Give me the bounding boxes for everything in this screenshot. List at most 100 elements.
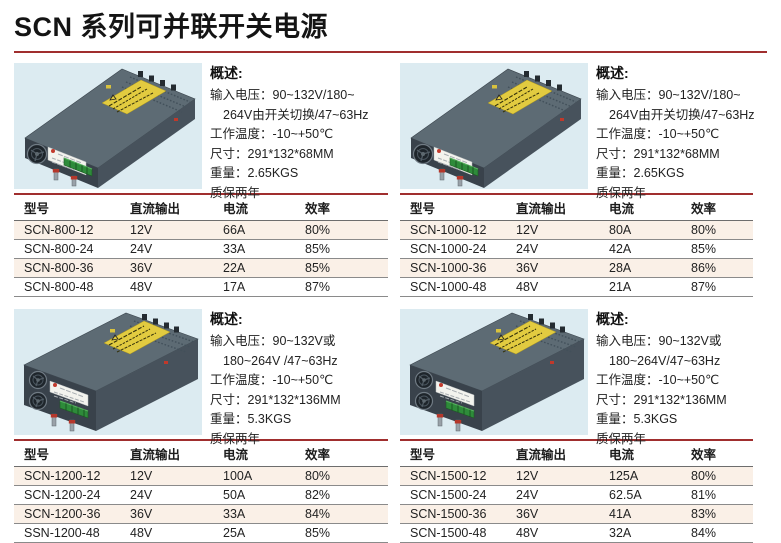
spec-warranty: 质保两年 (596, 431, 647, 446)
fan-icon (28, 370, 48, 390)
spec-dimensions: 尺寸：291*132*136MM (596, 392, 727, 407)
col-header-model: 型号 (400, 194, 506, 221)
spec-weight: 重量：5.3KGS (596, 412, 678, 426)
cell-dc-output: 36V (120, 258, 213, 278)
fan-icon (28, 391, 48, 411)
cell-current: 125A (599, 466, 681, 486)
table-row: SCN-800-12 12V 66A 80% (14, 220, 388, 240)
cell-efficiency: 87% (295, 277, 388, 297)
terminal-block-icon (63, 157, 93, 177)
cell-current: 21A (599, 277, 681, 297)
cell-current: 41A (599, 504, 681, 524)
product-photo-panel (400, 63, 588, 189)
spec-input-voltage: 输入电压：90~132V或 (596, 334, 722, 348)
spec-operating-temp: 工作温度：-10~+50℃ (210, 373, 334, 387)
cell-current: 28A (599, 258, 681, 278)
cell-model: SCN-1200-12 (14, 466, 120, 486)
overview-block: 概述: 输入电压：90~132V/180~ 264V由开关切换/47~63Hz … (588, 63, 755, 200)
fan-icon (414, 370, 434, 390)
spec-warranty: 质保两年 (596, 185, 647, 200)
product-photo-panel (14, 63, 202, 189)
cell-model: SCN-1500-36 (400, 504, 506, 524)
cell-model: SCN-1000-48 (400, 277, 506, 297)
header-row: 型号 直流输出 电流 效率 (14, 194, 388, 221)
table-body: SCN-800-12 12V 66A 80% SCN-800-24 24V 33A 85% SC… (14, 220, 388, 297)
col-header-dc-output: 直流输出 (120, 440, 213, 467)
spec-weight: 重量：2.65KGS (596, 166, 685, 180)
cell-current: 62.5A (599, 485, 681, 505)
cell-model: SCN-800-36 (14, 258, 120, 278)
spec-input-voltage-cont: 264V由开关切换/47~63Hz (223, 107, 369, 122)
col-header-efficiency: 效率 (295, 194, 388, 221)
cell-efficiency: 85% (681, 239, 753, 259)
spec-input-voltage: 输入电压：90~132V/180~ (596, 88, 741, 102)
header-row: 型号 直流输出 电流 效率 (400, 440, 753, 467)
terminal-block-icon (449, 157, 479, 177)
cell-model: SSN-1200-48 (14, 523, 120, 543)
cell-current: 25A (213, 523, 295, 543)
col-header-dc-output: 直流输出 (506, 440, 599, 467)
table-row: SCN-1000-36 36V 28A 86% (400, 258, 753, 278)
spec-warranty: 质保两年 (210, 431, 261, 446)
cell-model: SCN-1000-12 (400, 220, 506, 240)
cell-dc-output: 48V (120, 277, 213, 297)
cell-dc-output: 24V (506, 485, 599, 505)
cell-dc-output: 12V (506, 220, 599, 240)
cell-dc-output: 48V (506, 523, 599, 543)
overview-heading: 概述: (210, 65, 243, 81)
section-top: 概述: 输入电压：90~132V/180~ 264V由开关切换/47~63Hz … (400, 63, 755, 200)
table-row: SCN-800-24 24V 33A 85% (14, 239, 388, 259)
col-header-model: 型号 (14, 440, 120, 467)
col-header-efficiency: 效率 (681, 440, 753, 467)
spec-operating-temp: 工作温度：-10~+50℃ (596, 127, 720, 141)
section-top: 概述: 输入电压：90~132V或 180~264V /47~63Hz 工作温度… (14, 309, 388, 446)
spec-table: 型号 直流输出 电流 效率 SCN-1500-12 12V 125A 80% SCN-1… (400, 439, 753, 543)
table-row: SCN-800-48 48V 17A 87% (14, 277, 388, 297)
table-row: SCN-1500-24 24V 62.5A 81% (400, 485, 753, 505)
col-header-efficiency: 效率 (295, 440, 388, 467)
overview-heading: 概述: (210, 311, 243, 327)
spec-input-voltage-cont: 180~264V /47~63Hz (223, 353, 338, 368)
table-row: SCN-1200-12 12V 100A 80% (14, 466, 388, 486)
cell-dc-output: 48V (506, 277, 599, 297)
table-row: SSN-1200-48 48V 25A 85% (14, 523, 388, 543)
cell-model: SCN-800-48 (14, 277, 120, 297)
page-title: SCN 系列可并联开关电源 (14, 5, 767, 53)
overview-block: 概述: 输入电压：90~132V或 180~264V/47~63Hz 工作温度：… (588, 309, 753, 446)
cell-current: 33A (213, 239, 295, 259)
cell-model: SCN-800-24 (14, 239, 120, 259)
cell-current: 66A (213, 220, 295, 240)
table-row: SCN-1200-24 24V 50A 82% (14, 485, 388, 505)
table-body: SCN-1500-12 12V 125A 80% SCN-1500-24 24V 62.5A… (400, 466, 753, 543)
col-header-model: 型号 (14, 194, 120, 221)
cell-dc-output: 24V (120, 239, 213, 259)
product-section: 概述: 输入电压：90~132V/180~ 264V由开关切换/47~63Hz … (400, 63, 755, 297)
spec-input-voltage: 输入电压：90~132V或 (210, 334, 336, 348)
table-row: SCN-1500-12 12V 125A 80% (400, 466, 753, 486)
spec-input-voltage-cont: 180~264V/47~63Hz (609, 353, 721, 368)
cell-current: 22A (213, 258, 295, 278)
spec-warranty: 质保两年 (210, 185, 261, 200)
overview-heading: 概述: (596, 65, 629, 81)
cell-efficiency: 85% (295, 523, 388, 543)
cell-efficiency: 80% (681, 466, 753, 486)
col-header-dc-output: 直流输出 (120, 194, 213, 221)
cell-dc-output: 12V (120, 220, 213, 240)
table-row: SCN-1000-24 24V 42A 85% (400, 239, 753, 259)
cell-dc-output: 36V (120, 504, 213, 524)
table-row: SCN-1200-36 36V 33A 84% (14, 504, 388, 524)
cell-efficiency: 80% (681, 220, 753, 240)
table-row: SCN-1000-12 12V 80A 80% (400, 220, 753, 240)
spec-input-voltage-cont: 264V由开关切换/47~63Hz (609, 107, 755, 122)
cell-dc-output: 24V (120, 485, 213, 505)
table-body: SCN-1000-12 12V 80A 80% SCN-1000-24 24V 42A 85%… (400, 220, 753, 297)
table-row: SCN-800-36 36V 22A 85% (14, 258, 388, 278)
power-supply-photo-icon (24, 68, 196, 188)
power-supply-photo-icon (23, 312, 199, 432)
terminal-block-icon (445, 400, 475, 419)
cell-dc-output: 36V (506, 258, 599, 278)
product-photo-panel (400, 309, 588, 435)
col-header-current: 电流 (213, 440, 295, 467)
spec-input-voltage: 输入电压：90~132V/180~ (210, 88, 355, 102)
